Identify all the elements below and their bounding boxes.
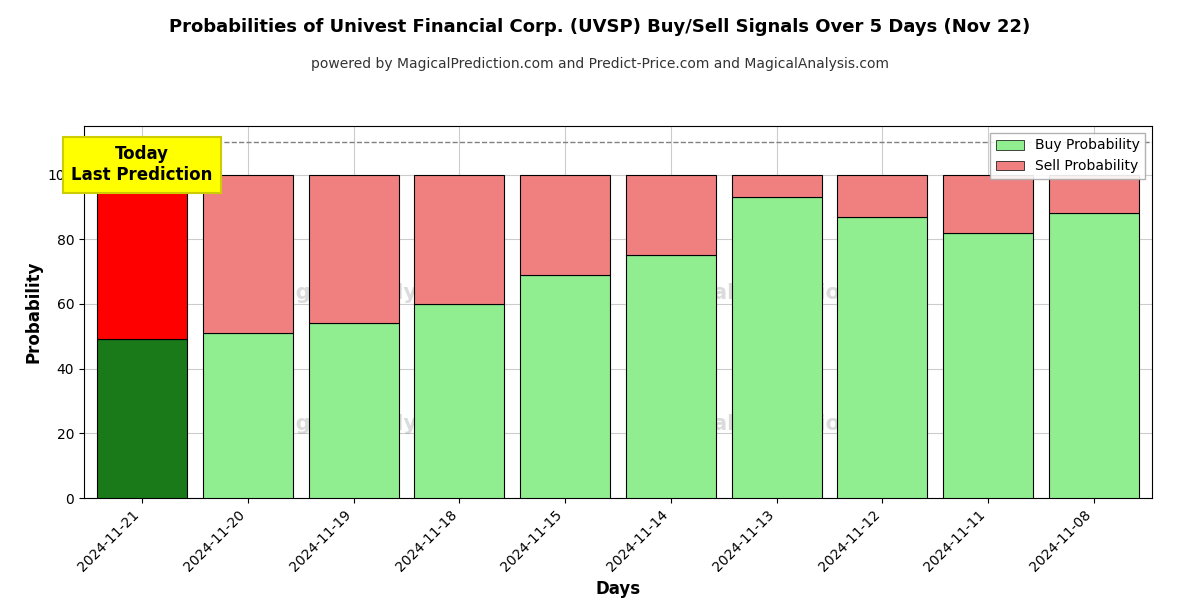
Bar <box>97 175 187 340</box>
Bar <box>1049 175 1139 214</box>
Bar <box>626 175 716 256</box>
Text: powered by MagicalPrediction.com and Predict-Price.com and MagicalAnalysis.com: powered by MagicalPrediction.com and Pre… <box>311 57 889 71</box>
Bar <box>943 175 1033 233</box>
Bar <box>308 323 398 498</box>
Bar <box>97 340 187 498</box>
Bar <box>203 175 293 333</box>
Text: Today
Last Prediction: Today Last Prediction <box>72 145 212 184</box>
Bar <box>414 304 504 498</box>
Bar <box>203 333 293 498</box>
Text: MagicalAnalysis.com: MagicalAnalysis.com <box>260 413 505 434</box>
Bar <box>308 175 398 323</box>
Bar <box>414 175 504 304</box>
Text: MagicalPrediction.com: MagicalPrediction.com <box>644 283 912 304</box>
Bar <box>626 256 716 498</box>
Bar <box>520 175 610 275</box>
Bar <box>838 217 928 498</box>
Legend: Buy Probability, Sell Probability: Buy Probability, Sell Probability <box>990 133 1145 179</box>
X-axis label: Days: Days <box>595 580 641 598</box>
Y-axis label: Probability: Probability <box>24 261 42 363</box>
Bar <box>732 175 822 197</box>
Bar <box>732 197 822 498</box>
Bar <box>838 175 928 217</box>
Bar <box>520 275 610 498</box>
Bar <box>1049 214 1139 498</box>
Text: MagicalAnalysis.com: MagicalAnalysis.com <box>260 283 505 304</box>
Text: Probabilities of Univest Financial Corp. (UVSP) Buy/Sell Signals Over 5 Days (No: Probabilities of Univest Financial Corp.… <box>169 18 1031 36</box>
Text: MagicalPrediction.com: MagicalPrediction.com <box>644 413 912 434</box>
Bar <box>943 233 1033 498</box>
